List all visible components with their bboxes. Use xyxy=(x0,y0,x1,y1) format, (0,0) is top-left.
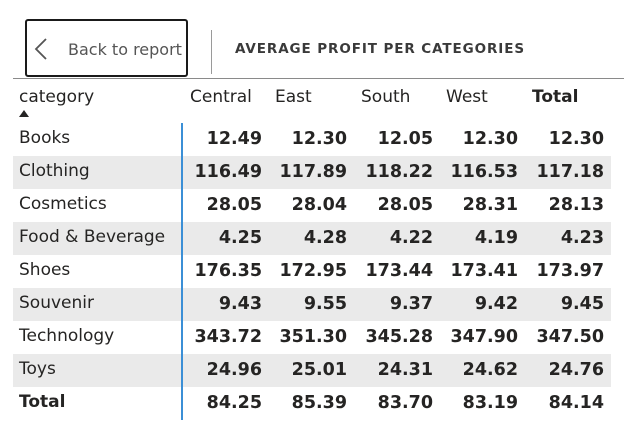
cell-west: 12.30 xyxy=(462,129,518,149)
row-label: Clothing xyxy=(19,161,90,181)
total-row[interactable]: Total 84.25 85.39 83.70 83.19 84.14 xyxy=(13,387,611,420)
cell-south: 28.05 xyxy=(377,195,433,215)
cell-west: 173.41 xyxy=(450,261,518,281)
cell-total: 9.45 xyxy=(560,294,604,314)
row-label: Books xyxy=(19,128,71,148)
cell-south: 345.28 xyxy=(365,327,433,347)
cell-central: 343.72 xyxy=(194,327,262,347)
table-row[interactable]: Books 12.49 12.30 12.05 12.30 12.30 xyxy=(13,123,611,156)
chevron-left-icon xyxy=(34,38,47,60)
cell-west: 83.19 xyxy=(462,393,518,413)
cell-east: 117.89 xyxy=(279,162,347,182)
cell-east: 28.04 xyxy=(291,195,347,215)
cell-central: 84.25 xyxy=(206,393,262,413)
cell-west: 4.19 xyxy=(474,228,518,248)
column-header-total[interactable]: Total xyxy=(532,87,579,107)
cell-south: 4.22 xyxy=(389,228,433,248)
cell-east: 351.30 xyxy=(279,327,347,347)
matrix-header-row: category Central East South West Total xyxy=(13,82,611,123)
cell-total: 4.23 xyxy=(560,228,604,248)
row-label: Food & Beverage xyxy=(19,227,166,247)
category-column-header[interactable]: category xyxy=(19,87,95,107)
row-label: Toys xyxy=(19,359,56,379)
row-label: Cosmetics xyxy=(19,194,107,214)
row-label: Shoes xyxy=(19,260,71,280)
cell-west: 347.90 xyxy=(450,327,518,347)
cell-central: 9.43 xyxy=(218,294,262,314)
cell-east: 9.55 xyxy=(303,294,347,314)
cell-south: 24.31 xyxy=(377,360,433,380)
cell-south: 118.22 xyxy=(365,162,433,182)
cell-central: 176.35 xyxy=(194,261,262,281)
column-header-south[interactable]: South xyxy=(361,87,411,107)
cell-central: 24.96 xyxy=(206,360,262,380)
cell-west: 28.31 xyxy=(462,195,518,215)
matrix-body: Books 12.49 12.30 12.05 12.30 12.30 Clothing 11… xyxy=(13,123,611,420)
cell-east: 4.28 xyxy=(303,228,347,248)
cell-total: 173.97 xyxy=(536,261,604,281)
column-header-east[interactable]: East xyxy=(275,87,312,107)
sort-ascending-icon[interactable] xyxy=(19,110,29,117)
table-row[interactable]: Cosmetics 28.05 28.04 28.05 28.31 28.13 xyxy=(13,189,611,222)
back-to-report-button[interactable]: Back to report xyxy=(25,19,188,77)
cell-central: 12.49 xyxy=(206,129,262,149)
cell-east: 172.95 xyxy=(279,261,347,281)
cell-west: 9.42 xyxy=(474,294,518,314)
cell-total: 84.14 xyxy=(548,393,604,413)
cell-total: 28.13 xyxy=(548,195,604,215)
cell-central: 116.49 xyxy=(194,162,262,182)
cell-south: 12.05 xyxy=(377,129,433,149)
cell-east: 25.01 xyxy=(291,360,347,380)
cell-west: 116.53 xyxy=(450,162,518,182)
cell-central: 28.05 xyxy=(206,195,262,215)
table-row[interactable]: Technology 343.72 351.30 345.28 347.90 347.50 xyxy=(13,321,611,354)
cell-south: 9.37 xyxy=(389,294,433,314)
cell-total: 347.50 xyxy=(536,327,604,347)
matrix-table: category Central East South West Total B… xyxy=(13,82,611,420)
back-button-label: Back to report xyxy=(68,40,182,59)
header-rule xyxy=(13,78,624,79)
cell-east: 12.30 xyxy=(291,129,347,149)
cell-total: 117.18 xyxy=(536,162,604,182)
cell-east: 85.39 xyxy=(291,393,347,413)
cell-central: 4.25 xyxy=(218,228,262,248)
cell-west: 24.62 xyxy=(462,360,518,380)
page-title: AVERAGE PROFIT PER CATEGORIES xyxy=(235,41,525,57)
table-row[interactable]: Shoes 176.35 172.95 173.44 173.41 173.97 xyxy=(13,255,611,288)
table-row[interactable]: Toys 24.96 25.01 24.31 24.62 24.76 xyxy=(13,354,611,387)
table-row[interactable]: Clothing 116.49 117.89 118.22 116.53 117.18 xyxy=(13,156,611,189)
cell-total: 24.76 xyxy=(548,360,604,380)
row-label: Souvenir xyxy=(19,293,94,313)
row-label: Technology xyxy=(19,326,115,346)
table-row[interactable]: Souvenir 9.43 9.55 9.37 9.42 9.45 xyxy=(13,288,611,321)
column-header-west[interactable]: West xyxy=(446,87,488,107)
column-header-central[interactable]: Central xyxy=(190,87,252,107)
total-row-label: Total xyxy=(19,392,66,412)
cell-south: 173.44 xyxy=(365,261,433,281)
row-header-separator xyxy=(181,123,183,420)
table-row[interactable]: Food & Beverage 4.25 4.28 4.22 4.19 4.23 xyxy=(13,222,611,255)
cell-south: 83.70 xyxy=(377,393,433,413)
cell-total: 12.30 xyxy=(548,129,604,149)
header-divider xyxy=(211,30,212,74)
